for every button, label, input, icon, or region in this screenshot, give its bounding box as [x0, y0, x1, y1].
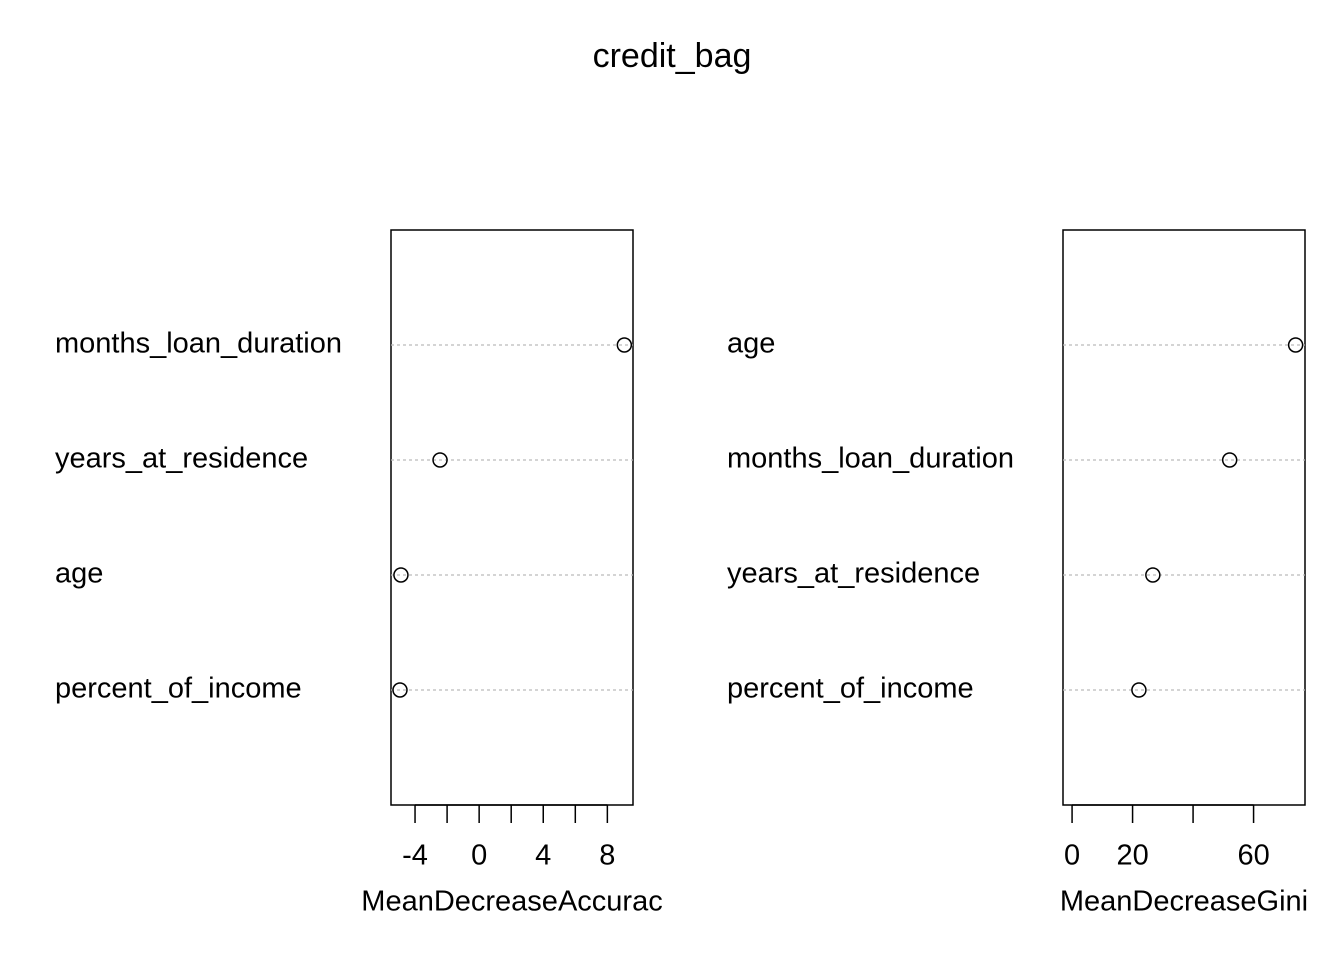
category-label: percent_of_income — [727, 673, 974, 705]
point — [1145, 567, 1161, 583]
point — [392, 682, 408, 698]
chart-title: credit_bag — [593, 37, 752, 75]
category-label: age — [55, 558, 103, 590]
x-axis-label: MeanDecreaseAccurac — [361, 886, 662, 918]
point — [393, 567, 409, 583]
category-label: months_loan_duration — [727, 443, 1014, 475]
category-label: months_loan_duration — [55, 328, 342, 360]
x-axis-label: MeanDecreaseGini — [1060, 886, 1308, 918]
x-tick-label: 0 — [1064, 840, 1080, 872]
point — [432, 452, 448, 468]
x-tick-label: 0 — [471, 840, 487, 872]
point — [1131, 682, 1147, 698]
category-label: years_at_residence — [727, 558, 980, 590]
x-tick-label: 8 — [599, 840, 615, 872]
point — [1287, 337, 1304, 353]
x-tick-label: 60 — [1237, 840, 1269, 872]
category-label: age — [727, 328, 775, 360]
point — [1221, 452, 1238, 468]
x-tick-label: 20 — [1116, 840, 1148, 872]
point — [616, 337, 633, 353]
x-tick-label: 4 — [535, 840, 551, 872]
x-tick-label: -4 — [402, 840, 428, 872]
category-label: years_at_residence — [55, 443, 308, 475]
category-label: percent_of_income — [55, 673, 302, 705]
